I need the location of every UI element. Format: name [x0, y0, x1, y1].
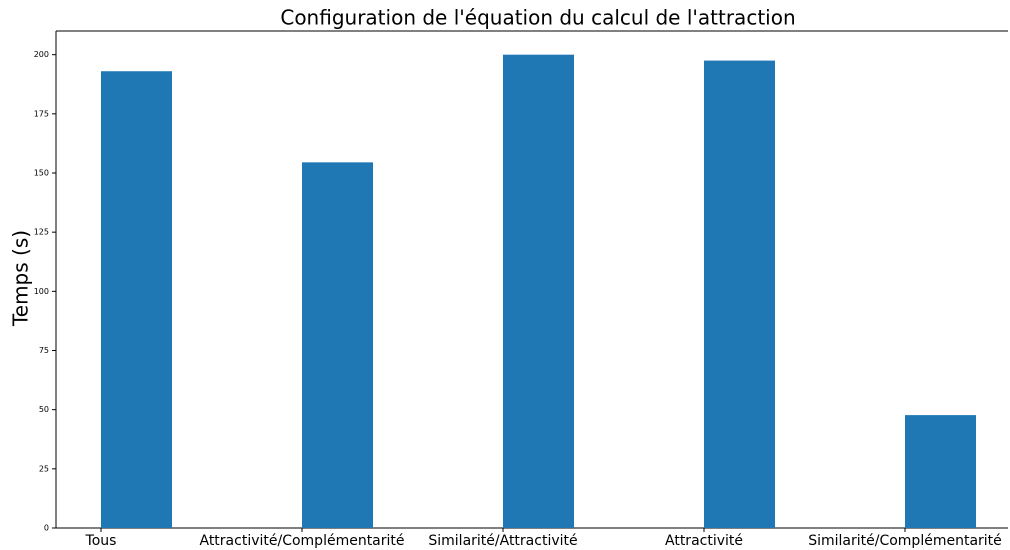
y-tick-label: 0 — [44, 524, 49, 533]
y-tick-label: 25 — [39, 464, 49, 473]
bar — [905, 415, 976, 528]
y-tick-label: 50 — [39, 405, 49, 414]
x-tick-label: Similarité/Complémentarité — [808, 533, 1002, 549]
bar — [302, 162, 373, 528]
chart-title: Configuration de l'équation du calcul de… — [280, 6, 795, 30]
x-tick-label: Similarité/Attractivité — [428, 533, 577, 549]
x-tick-label: Attractivité/Complémentarité — [199, 533, 404, 549]
x-tick-label: Tous — [85, 533, 117, 549]
x-tick-label: Attractivité — [665, 533, 743, 549]
bar — [503, 54, 574, 529]
y-tick-label: 150 — [34, 169, 49, 178]
y-tick-label: 100 — [34, 287, 49, 296]
y-tick-label: 75 — [39, 346, 49, 355]
bar — [101, 71, 172, 528]
bar — [704, 60, 775, 528]
y-tick-label: 125 — [34, 228, 49, 237]
y-tick-label: 200 — [34, 50, 49, 59]
y-axis-label: Temps (s) — [9, 230, 33, 327]
y-tick-label: 175 — [34, 109, 49, 118]
